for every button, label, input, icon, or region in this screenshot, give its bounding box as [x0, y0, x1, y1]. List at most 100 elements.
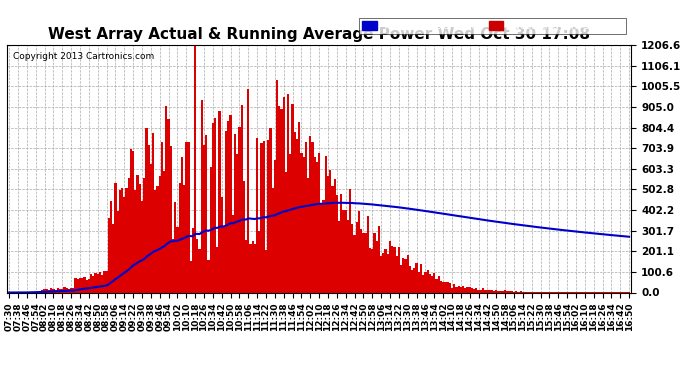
Bar — [400, 266, 402, 292]
Bar — [291, 104, 294, 292]
Bar — [68, 289, 70, 292]
Bar — [230, 115, 232, 292]
Bar — [245, 240, 247, 292]
Bar — [123, 197, 126, 292]
Bar — [90, 274, 92, 292]
Bar — [57, 288, 59, 292]
Bar — [491, 290, 493, 292]
Bar — [480, 290, 482, 292]
Bar — [201, 99, 203, 292]
Bar — [460, 287, 462, 292]
Bar — [493, 291, 495, 292]
Bar — [489, 290, 491, 292]
Bar — [473, 289, 475, 292]
Bar — [146, 128, 148, 292]
Bar — [424, 272, 426, 292]
Bar — [43, 289, 46, 292]
Bar — [221, 197, 223, 292]
Bar — [287, 94, 289, 292]
Bar — [165, 106, 168, 292]
Bar — [509, 291, 511, 292]
Bar — [132, 152, 135, 292]
Bar — [241, 105, 243, 292]
Bar — [263, 141, 265, 292]
Bar — [88, 279, 90, 292]
Bar — [159, 176, 161, 292]
Bar — [366, 216, 369, 292]
Bar — [280, 109, 283, 292]
Bar — [267, 140, 269, 292]
Bar — [247, 89, 249, 292]
Bar — [497, 291, 500, 292]
Bar — [227, 122, 230, 292]
Bar — [106, 272, 108, 292]
Bar — [95, 273, 97, 292]
Bar — [194, 45, 196, 292]
Bar — [413, 268, 415, 292]
Bar — [216, 247, 218, 292]
Bar — [276, 80, 278, 292]
Bar — [506, 291, 509, 292]
Bar — [453, 284, 455, 292]
Bar — [260, 143, 263, 292]
Bar — [515, 291, 518, 292]
Bar — [344, 210, 347, 292]
Bar — [170, 146, 172, 292]
Bar — [97, 274, 99, 292]
Bar — [205, 135, 207, 292]
Bar — [336, 195, 338, 292]
Bar — [117, 211, 119, 292]
Bar — [402, 258, 404, 292]
Bar — [355, 222, 358, 292]
Bar — [440, 281, 442, 292]
Bar — [177, 227, 179, 292]
Bar — [384, 249, 386, 292]
Bar — [223, 227, 225, 292]
Bar — [511, 291, 513, 292]
Bar — [283, 97, 285, 292]
Bar — [77, 279, 79, 292]
Bar — [305, 142, 307, 292]
Bar — [46, 290, 48, 292]
Bar — [139, 184, 141, 292]
Bar — [360, 230, 362, 292]
Bar — [188, 142, 190, 292]
Bar — [307, 178, 309, 292]
Bar — [302, 157, 305, 292]
Bar — [397, 247, 400, 292]
Bar — [504, 290, 506, 292]
Bar — [161, 141, 163, 292]
Bar — [294, 132, 296, 292]
Bar — [329, 170, 331, 292]
Bar — [448, 283, 451, 292]
Text: Copyright 2013 Cartronics.com: Copyright 2013 Cartronics.com — [13, 53, 155, 62]
Bar — [415, 263, 417, 292]
Bar — [112, 224, 115, 292]
Bar — [104, 271, 106, 292]
Bar — [61, 290, 63, 292]
Bar — [66, 288, 68, 292]
Bar — [437, 276, 440, 292]
Bar — [369, 248, 371, 292]
Bar — [444, 282, 446, 292]
Bar — [236, 154, 238, 292]
Bar — [101, 275, 104, 292]
Bar — [163, 171, 165, 292]
Bar — [41, 291, 43, 292]
Bar — [254, 243, 256, 292]
Bar — [298, 122, 300, 292]
Bar — [477, 290, 480, 292]
Bar — [130, 149, 132, 292]
Bar — [192, 228, 194, 292]
Bar — [389, 241, 391, 292]
Bar — [296, 140, 298, 292]
Bar — [278, 106, 280, 292]
Bar — [126, 188, 128, 292]
Bar — [274, 160, 276, 292]
Bar — [269, 128, 272, 292]
Bar — [457, 286, 460, 292]
Bar — [351, 224, 353, 292]
Bar — [316, 162, 318, 292]
Bar — [378, 226, 380, 292]
Bar — [325, 156, 327, 292]
